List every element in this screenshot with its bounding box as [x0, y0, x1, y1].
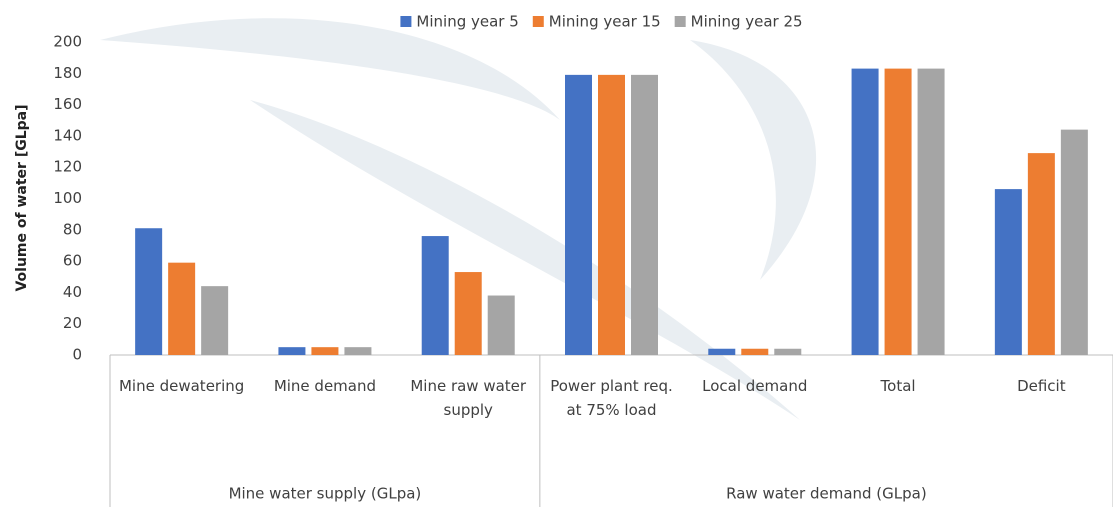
group-label: Mine water supply (GLpa): [229, 485, 422, 503]
y-tick-label: 40: [63, 283, 82, 301]
x-tick-label: Power plant req. at 75% load: [550, 377, 673, 419]
y-tick-label: 20: [63, 314, 82, 332]
group-label: Raw water demand (GLpa): [726, 485, 927, 503]
legend-label: Mining year 25: [691, 13, 803, 31]
x-tick-label: Local demand: [702, 377, 807, 395]
bar: [1060, 129, 1088, 355]
bar: [917, 68, 945, 355]
y-tick-label: 160: [53, 95, 82, 113]
y-tick-label: 60: [63, 252, 82, 270]
bar: [311, 347, 339, 355]
x-tick-label: Mine raw water supply: [410, 377, 527, 419]
legend: Mining year 5 Mining year 15 Mining year 2…: [400, 13, 803, 31]
legend-label: Mining year 5: [416, 13, 518, 31]
bar: [135, 228, 163, 355]
bar: [344, 347, 372, 355]
bar: [851, 68, 879, 355]
y-axis-label: Volume of water [GLpa]: [14, 104, 30, 291]
bar: [994, 189, 1022, 355]
x-tick-label: Mine dewatering: [119, 377, 244, 395]
x-tick-label: Deficit: [1017, 377, 1066, 395]
bar: [884, 68, 912, 355]
legend-swatch: [674, 16, 686, 27]
bar: [708, 348, 736, 355]
bar: [631, 74, 658, 356]
y-tick-label: 0: [72, 346, 82, 364]
x-tick-label: Mine demand: [274, 377, 376, 395]
bar: [1027, 153, 1055, 355]
y-tick-label: 180: [53, 64, 82, 82]
watermark: [100, 18, 817, 420]
bar: [774, 348, 802, 355]
bar: [201, 286, 229, 355]
y-tick-label: 80: [63, 220, 82, 238]
y-tick-label: 100: [53, 189, 82, 207]
bar: [487, 295, 515, 355]
bar: [421, 236, 449, 355]
bar: [565, 74, 592, 356]
bar: [168, 262, 196, 355]
y-tick-label: 120: [53, 158, 82, 176]
y-tick-label: 200: [53, 33, 82, 51]
legend-swatch: [532, 16, 544, 27]
legend-swatch: [400, 16, 412, 27]
bar: [278, 347, 306, 355]
legend-label: Mining year 15: [549, 13, 661, 31]
bar: [454, 272, 482, 355]
y-tick-label: 140: [53, 126, 82, 144]
bar: [741, 348, 769, 355]
bar: [598, 74, 625, 356]
x-tick-label: Total: [880, 377, 916, 395]
